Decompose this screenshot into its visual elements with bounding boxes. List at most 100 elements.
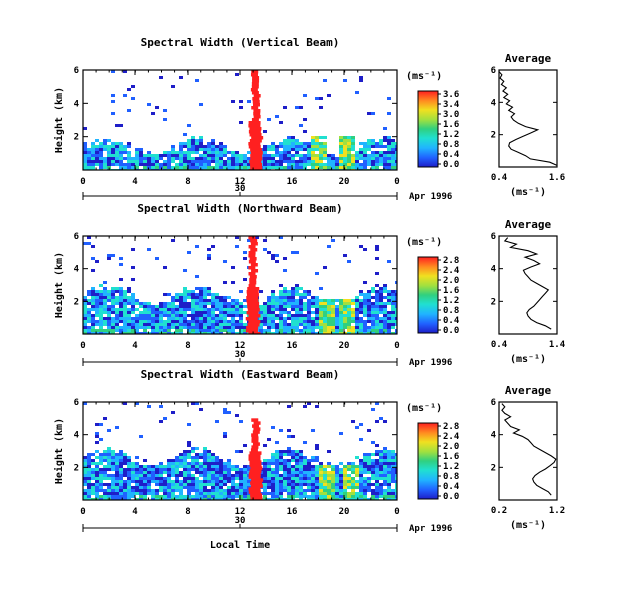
heatmap-cell — [279, 299, 283, 302]
heatmap-cell — [315, 299, 319, 302]
heatmap-cell — [371, 163, 375, 166]
heatmap-cell — [155, 471, 159, 474]
heatmap-cell — [215, 145, 219, 148]
heatmap-cell — [355, 305, 359, 308]
spike-cell — [246, 293, 259, 297]
heatmap-cell — [155, 163, 159, 166]
heatmap-cell — [243, 465, 247, 468]
heatmap-cell — [327, 94, 331, 97]
heatmap-cell — [195, 492, 199, 495]
heatmap-cell — [223, 408, 227, 411]
heatmap-cell — [211, 332, 215, 334]
heatmap-cell — [131, 477, 135, 480]
heatmap-cell — [359, 486, 363, 489]
heatmap-cell — [99, 151, 103, 154]
heatmap-cell — [267, 480, 271, 483]
heatmap-cell — [359, 299, 363, 302]
heatmap-cell — [259, 314, 263, 317]
heatmap-cell — [387, 453, 391, 456]
heatmap-cell — [263, 483, 267, 486]
spike-cell — [253, 421, 261, 425]
heatmap-cell — [295, 287, 299, 290]
heatmap-cell — [219, 471, 223, 474]
heatmap-cell — [179, 299, 183, 302]
heatmap-cell — [95, 154, 99, 157]
heatmap-cell — [239, 166, 243, 169]
heatmap-cell — [199, 290, 203, 293]
heatmap-cell — [287, 468, 291, 471]
heatmap-cell — [167, 471, 171, 474]
heatmap-cell — [379, 483, 383, 486]
heatmap-cell — [131, 163, 135, 166]
spike-cell — [251, 436, 259, 440]
heatmap-cell — [287, 405, 291, 408]
heatmap-cell — [267, 305, 271, 308]
heatmap-cell — [347, 302, 351, 305]
heatmap-cell — [203, 145, 207, 148]
heatmap-cell — [135, 166, 139, 169]
heatmap-cell — [147, 323, 151, 326]
heatmap-cell — [227, 326, 231, 329]
heatmap-cell — [243, 489, 247, 492]
heatmap-cell — [291, 305, 295, 308]
heatmap-cell — [183, 465, 187, 468]
heatmap-cell — [279, 160, 283, 163]
heatmap-cell — [291, 148, 295, 151]
colorbar-tick-label: 1.2 — [443, 130, 459, 140]
heatmap-cell — [235, 299, 239, 302]
heatmap-cell — [351, 465, 355, 468]
heatmap-cell — [239, 495, 243, 498]
heatmap-cell — [371, 287, 375, 290]
heatmap-cell — [123, 468, 127, 471]
heatmap-cell — [323, 495, 327, 498]
heatmap-cell — [211, 308, 215, 311]
heatmap-cell — [203, 287, 207, 290]
heatmap-cell — [83, 242, 87, 245]
heatmap-cell — [123, 483, 127, 486]
heatmap-cell — [139, 471, 143, 474]
heatmap-cell — [219, 492, 223, 495]
heatmap-cell — [191, 332, 195, 334]
heatmap-cell — [287, 329, 291, 332]
heatmap-cell — [83, 402, 87, 405]
heatmap-cell — [207, 257, 211, 260]
heatmap-cell — [303, 293, 307, 296]
heatmap-cell — [123, 492, 127, 495]
heatmap-cell — [279, 157, 283, 160]
heatmap-cell — [83, 148, 87, 151]
heatmap-cell — [347, 477, 351, 480]
heatmap-cell — [311, 154, 315, 157]
heatmap-cell — [143, 311, 147, 314]
heatmap-cell — [231, 317, 235, 320]
heatmap-cell — [187, 450, 191, 453]
heatmap-cell — [287, 293, 291, 296]
heatmap-cell — [103, 471, 107, 474]
heatmap-cell — [187, 154, 191, 157]
heatmap-cell — [127, 287, 131, 290]
heatmap-cell — [151, 157, 155, 160]
heatmap-cell — [167, 480, 171, 483]
heatmap-cell — [127, 314, 131, 317]
heatmap-cell — [91, 142, 95, 145]
heatmap-cell — [311, 429, 315, 432]
heatmap-cell — [147, 305, 151, 308]
heatmap-cell — [223, 495, 227, 498]
heatmap-cell — [299, 311, 303, 314]
heatmap-cell — [131, 495, 135, 498]
heatmap-cell — [387, 166, 391, 169]
heatmap-cell — [183, 163, 187, 166]
heatmap-cell — [367, 296, 371, 299]
heatmap-cell — [351, 329, 355, 332]
heatmap-cell — [283, 483, 287, 486]
heatmap-cell — [323, 323, 327, 326]
heatmap-cell — [91, 308, 95, 311]
heatmap-cell — [259, 326, 263, 329]
date-label: Apr 1996 — [409, 524, 452, 534]
heatmap-cell — [215, 160, 219, 163]
heatmap-cell — [391, 456, 395, 459]
heatmap-cell — [375, 308, 379, 311]
heatmap-cell — [375, 402, 379, 405]
heatmap-cell — [131, 320, 135, 323]
heatmap-cell — [207, 492, 211, 495]
heatmap-cell — [379, 489, 383, 492]
